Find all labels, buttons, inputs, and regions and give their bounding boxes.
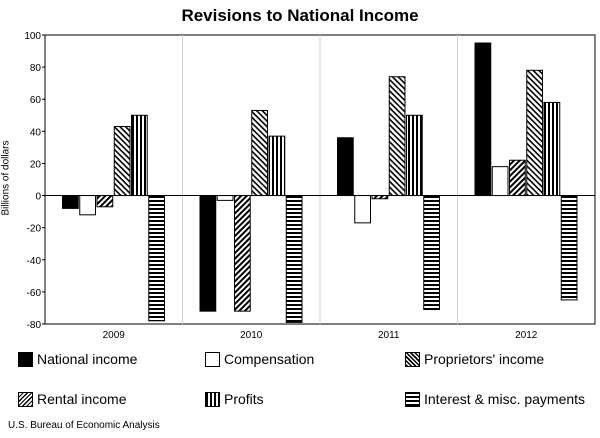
bar-2012-interest-misc-payments: [560, 195, 578, 301]
bar-2011-profits: [406, 114, 423, 197]
bar-2011-proprietors-income: [371, 195, 389, 200]
bar-2012-national-income: [474, 42, 492, 197]
bar-2010-interest-misc-payments: [285, 195, 303, 323]
y-tick-label: 60: [30, 95, 42, 106]
bar-2012-rental-income: [526, 69, 543, 197]
bar-2009-compensation: [79, 195, 96, 216]
y-tick-label: -80: [27, 320, 42, 331]
bar-2009-profits: [131, 114, 148, 197]
bar-2010-compensation: [216, 195, 234, 201]
x-tick-label: 2009: [103, 330, 126, 341]
y-tick-label: -60: [27, 288, 42, 299]
bar-2011-interest-misc-payments: [423, 195, 440, 311]
y-tick-label: 40: [30, 127, 42, 138]
bar-2010-national-income: [199, 195, 217, 312]
bar-2012-compensation: [491, 166, 509, 197]
bar-2011-national-income: [337, 137, 354, 197]
y-tick-label: 80: [30, 63, 42, 74]
bar-2011-rental-income: [388, 76, 406, 197]
bar-2009-interest-misc-payments: [148, 195, 165, 322]
x-tick-label: 2011: [378, 330, 400, 341]
bar-2010-profits: [268, 135, 286, 197]
y-tick-label: 0: [35, 192, 41, 203]
bar-2012-proprietors-income: [509, 159, 526, 197]
bar-2011-compensation: [354, 195, 371, 224]
y-tick-label: -40: [27, 256, 42, 267]
chart-title: Revisions to National Income: [181, 6, 419, 25]
bar-2010-rental-income: [251, 109, 268, 197]
bar-2010-proprietors-income: [234, 195, 251, 312]
bar-2009-rental-income: [113, 126, 131, 197]
source-note: U.S. Bureau of Economic Analysis: [8, 420, 160, 431]
y-tick-label: -20: [27, 224, 42, 235]
x-tick-label: 2012: [515, 330, 538, 341]
bar-2012-profits: [543, 101, 561, 197]
bar-2009-national-income: [62, 195, 79, 209]
y-tick-label: 100: [24, 31, 41, 42]
y-tick-label: 20: [30, 159, 42, 170]
bar-2009-proprietors-income: [96, 195, 114, 208]
x-tick-label: 2010: [240, 330, 263, 341]
